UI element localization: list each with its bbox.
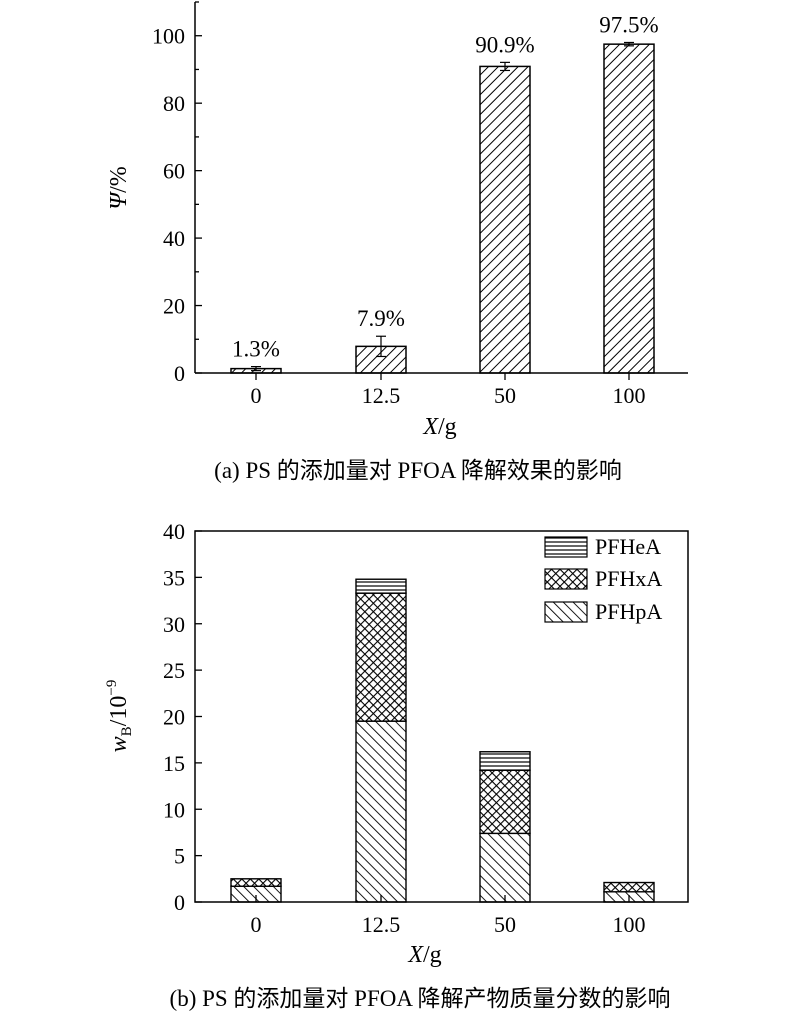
chart-b-legend: PFHeA PFHxA PFHpA <box>544 534 662 624</box>
bar-pfhea-50 <box>479 751 531 771</box>
chart-a: 1.3% 7.9% 90.9% 97.5% 0 20 40 60 80 100 0 12.5 50 100… <box>106 1 688 483</box>
x-tick-label: 100 <box>613 383 646 408</box>
y-tick-label: 0 <box>174 361 185 386</box>
chart-b: 0 5 10 15 20 25 30 35 40 0 12.5 50 100 PFHeA PFHxA P… <box>104 519 689 1011</box>
chart-b-y-axis-label: wB/10−9 <box>104 680 135 753</box>
chart-b-x-axis-label: X/g <box>407 942 441 968</box>
chart-a-caption: (a) PS 的添加量对 PFOA 降解效果的影响 <box>214 458 622 483</box>
bar-pfhxa-12.5 <box>355 592 407 722</box>
x-tick-label: 0 <box>251 383 262 408</box>
chart-b-plot-area: 0 5 10 15 20 25 30 35 40 0 12.5 50 100 <box>163 519 689 937</box>
legend-swatch-pfhpa <box>544 601 588 623</box>
chart-a-y-axis-label: Ψ/% <box>106 166 132 210</box>
y-tick-label: 35 <box>163 565 185 590</box>
y-tick-label: 40 <box>163 226 185 251</box>
y-tick-label: 0 <box>174 890 185 915</box>
data-label-100: 97.5% <box>599 12 658 37</box>
bar-50 <box>479 65 531 374</box>
y-tick-label: 80 <box>163 91 185 116</box>
bar-pfhxa-50 <box>479 769 531 835</box>
x-tick-label: 0 <box>251 912 262 937</box>
bar-pfhea-12.5 <box>355 578 407 594</box>
y-tick-label: 100 <box>152 24 185 49</box>
y-tick-label: 20 <box>163 705 185 730</box>
x-tick-label: 12.5 <box>362 383 401 408</box>
y-tick-label: 25 <box>163 658 185 683</box>
x-tick-label: 100 <box>613 912 646 937</box>
bar-pfhxa-0 <box>230 878 282 887</box>
y-tick-label: 60 <box>163 159 185 184</box>
y-tick-label: 15 <box>163 751 185 776</box>
y-tick-label: 10 <box>163 797 185 822</box>
legend-label-pfhpa: PFHpA <box>595 599 662 624</box>
bar-pfhpa-50 <box>479 832 531 903</box>
data-label-0: 1.3% <box>232 337 280 362</box>
bar-pfhpa-12.5 <box>355 720 407 903</box>
chart-a-x-axis-label: X/g <box>422 414 456 440</box>
y-tick-label: 20 <box>163 294 185 319</box>
x-tick-label: 50 <box>494 912 516 937</box>
x-tick-label: 12.5 <box>362 912 401 937</box>
y-tick-label: 30 <box>163 612 185 637</box>
y-tick-label: 40 <box>163 519 185 544</box>
legend-swatch-pfhxa <box>544 568 588 590</box>
legend-swatch-pfhea <box>544 536 588 558</box>
y-tick-label: 5 <box>174 844 185 869</box>
bar-100 <box>603 43 655 374</box>
data-label-12.5: 7.9% <box>357 306 405 331</box>
data-label-50: 90.9% <box>475 32 534 57</box>
bar-pfhxa-100 <box>603 881 655 893</box>
x-tick-label: 50 <box>494 383 516 408</box>
chart-b-caption: (b) PS 的添加量对 PFOA 降解产物质量分数的影响 <box>170 986 671 1011</box>
legend-label-pfhea: PFHeA <box>595 534 661 559</box>
chart-a-plot-area: 1.3% 7.9% 90.9% 97.5% 0 20 40 60 80 100 0 12.5 50 100 <box>152 1 688 408</box>
legend-label-pfhxa: PFHxA <box>595 566 662 591</box>
